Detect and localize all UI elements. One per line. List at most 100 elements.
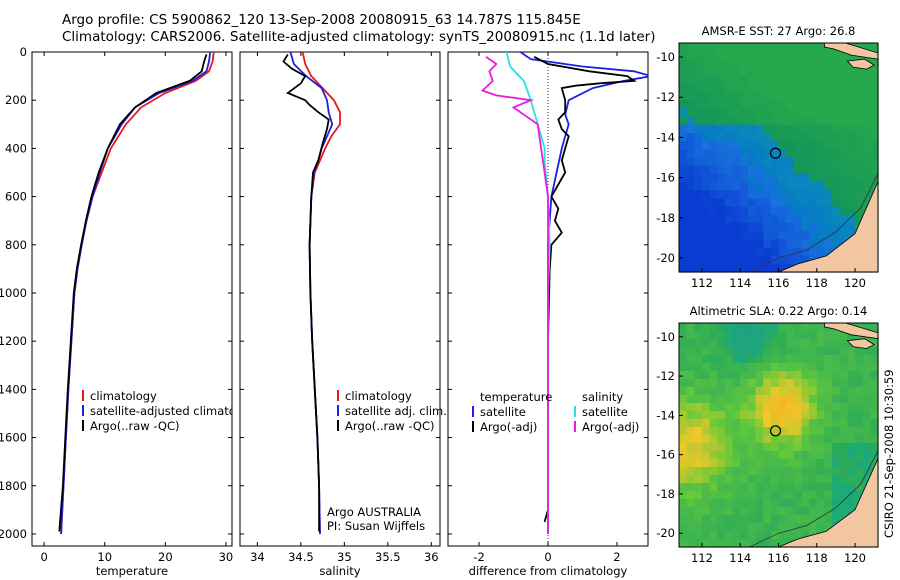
- heatmap-cell: [839, 379, 848, 388]
- heatmap-cell: [717, 83, 726, 93]
- heatmap-cell: [702, 67, 711, 77]
- heatmap-cell: [717, 165, 726, 175]
- heatmap-cell: [686, 198, 695, 208]
- heatmap-cell: [747, 411, 757, 420]
- heatmap-cell: [686, 499, 695, 508]
- heatmap-cell: [832, 411, 841, 420]
- heatmap-cell: [724, 355, 734, 364]
- heatmap-cell: [679, 116, 688, 126]
- heatmap-cell: [686, 539, 695, 548]
- heatmap-cell: [801, 108, 810, 118]
- heatmap-cell: [717, 255, 726, 265]
- heatmap-cell: [717, 475, 726, 484]
- heatmap-cell: [770, 355, 780, 364]
- heatmap-cell: [694, 371, 703, 380]
- heatmap-cell: [770, 523, 780, 532]
- heatmap-cell: [717, 499, 726, 508]
- heatmap-cell: [770, 59, 780, 69]
- heatmap-cell: [801, 124, 810, 134]
- heatmap-cell: [855, 395, 864, 404]
- heatmap-cell: [724, 531, 734, 540]
- heatmap-cell: [832, 173, 841, 183]
- heatmap-cell: [709, 491, 718, 500]
- heatmap-cell: [862, 116, 871, 126]
- heatmap-cell: [770, 83, 780, 93]
- heatmap-cell: [679, 214, 688, 224]
- heatmap-cell: [686, 403, 695, 412]
- heatmap-cell: [832, 339, 841, 348]
- heatmap-cell: [786, 419, 795, 428]
- heatmap-cell: [870, 323, 879, 332]
- heatmap-cell: [778, 387, 787, 396]
- heatmap-cell: [694, 206, 703, 216]
- heatmap-cell: [824, 467, 833, 476]
- legend-label: Argo(..raw -QC): [345, 419, 435, 433]
- heatmap-cell: [870, 100, 879, 110]
- heatmap-cell: [679, 347, 688, 356]
- heatmap-cell: [839, 173, 848, 183]
- heatmap-cell: [724, 459, 734, 468]
- heatmap-cell: [847, 411, 856, 420]
- heatmap-cell: [755, 371, 764, 380]
- heatmap-cell: [740, 190, 749, 199]
- figure-title-line1: Argo profile: CS 5900862_120 13-Sep-2008…: [62, 12, 581, 28]
- heatmap-cell: [686, 427, 695, 436]
- heatmap-cell: [847, 491, 856, 500]
- heatmap-cell: [709, 190, 718, 199]
- heatmap-cell: [770, 411, 780, 420]
- heatmap-cell: [732, 190, 741, 199]
- heatmap-cell: [686, 92, 695, 101]
- heatmap-cell: [778, 116, 787, 126]
- heatmap-cell: [686, 59, 695, 69]
- heatmap-cell: [740, 165, 749, 175]
- heatmap-cell: [816, 379, 826, 388]
- heatmap-cell: [755, 515, 764, 524]
- heatmap-cell: [847, 403, 856, 412]
- heatmap-cell: [763, 182, 772, 191]
- heatmap-cell: [709, 214, 718, 224]
- heatmap-cell: [724, 59, 734, 69]
- heatmap-cell: [763, 443, 772, 452]
- y-tick-label: 2000: [0, 527, 27, 541]
- heatmap-cell: [870, 395, 879, 404]
- heatmap-cell: [747, 59, 757, 69]
- heatmap-cell: [770, 371, 780, 380]
- heatmap-cell: [724, 363, 734, 372]
- heatmap-cell: [763, 323, 772, 332]
- heatmap-cell: [747, 331, 757, 340]
- heatmap-cell: [702, 507, 711, 516]
- heatmap-cell: [717, 141, 726, 150]
- heatmap-cell: [839, 331, 848, 340]
- heatmap-cell: [717, 523, 726, 532]
- x-tick-label: 114: [729, 551, 751, 565]
- heatmap-cell: [740, 491, 749, 500]
- heatmap-cell: [724, 263, 734, 273]
- heatmap-cell: [786, 427, 795, 436]
- heatmap-cell: [786, 467, 795, 476]
- heatmap-cell: [724, 124, 734, 134]
- heatmap-cell: [778, 133, 787, 142]
- heatmap-cell: [847, 124, 856, 134]
- heatmap-cell: [839, 395, 848, 404]
- heatmap-cell: [740, 124, 749, 134]
- heatmap-cell: [763, 141, 772, 150]
- heatmap-cell: [694, 222, 703, 232]
- heatmap-cell: [740, 206, 749, 216]
- heatmap-cell: [702, 83, 711, 93]
- heatmap-cell: [778, 157, 787, 167]
- heatmap-cell: [793, 499, 803, 508]
- heatmap-cell: [755, 116, 764, 126]
- heatmap-cell: [732, 539, 741, 548]
- heatmap-cell: [801, 247, 810, 257]
- heatmap-cell: [755, 459, 764, 468]
- heatmap-cell: [717, 419, 726, 428]
- heatmap-cell: [763, 363, 772, 372]
- heatmap-cell: [855, 141, 864, 150]
- heatmap-cell: [702, 100, 711, 110]
- heatmap-cell: [847, 499, 856, 508]
- heatmap-cell: [793, 523, 803, 532]
- heatmap-cell: [847, 141, 856, 150]
- heatmap-cell: [809, 467, 818, 476]
- heatmap-cell: [816, 339, 826, 348]
- heatmap-cell: [724, 182, 734, 191]
